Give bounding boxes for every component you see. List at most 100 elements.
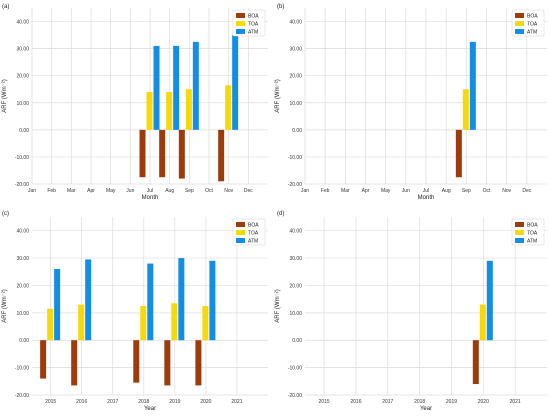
legend-swatch xyxy=(236,13,245,18)
legend-swatch xyxy=(236,29,245,34)
chart-panel-4: -20.00 -10.00 0.00 10.00 20.00 30.00 40.00 2015… xyxy=(275,211,547,412)
bar-toa xyxy=(479,304,486,341)
x-tick-label: Oct xyxy=(205,188,213,194)
y-tick-label: -10.00 xyxy=(288,155,302,161)
legend-label: BOA xyxy=(527,223,538,229)
y-tick-label: 10.00 xyxy=(289,101,302,107)
bar-atm xyxy=(469,41,476,130)
y-tick-label: 30.00 xyxy=(289,47,302,53)
bar-boa xyxy=(164,340,171,386)
x-tick-label: Dec xyxy=(244,188,253,194)
bar-toa xyxy=(78,304,85,341)
bar-toa xyxy=(462,89,469,130)
legend-swatch xyxy=(236,230,245,235)
y-tick-label: -10.00 xyxy=(15,366,29,372)
x-tick-label: Oct xyxy=(483,188,491,194)
x-tick-label: 2015 xyxy=(319,399,330,405)
x-tick-label: 2019 xyxy=(446,399,457,405)
y-tick-label: 40.00 xyxy=(289,229,302,235)
x-axis-label: Month xyxy=(418,195,435,201)
legend-label: BOA xyxy=(527,14,538,20)
x-axis-label: Year xyxy=(144,406,156,412)
panel-label: (a) xyxy=(2,4,9,10)
legend-label: TOA xyxy=(248,22,259,28)
y-tick-label: 10.00 xyxy=(289,311,302,317)
y-axis-label: ARF (Wm⁻²) xyxy=(2,289,8,323)
legend-swatch xyxy=(236,238,245,243)
y-tick-label: 0.00 xyxy=(19,128,29,134)
bar-toa xyxy=(225,85,232,130)
x-tick-label: 2021 xyxy=(510,399,521,405)
bar-boa xyxy=(71,340,78,386)
bar-toa xyxy=(166,91,173,130)
bar-atm xyxy=(173,45,180,130)
x-tick-label: Sep xyxy=(462,188,471,194)
bar-toa xyxy=(47,308,54,341)
bar-atm xyxy=(147,263,154,341)
x-tick-label: 2020 xyxy=(200,399,211,405)
y-tick-label: -20.00 xyxy=(15,182,29,188)
y-tick-label: -20.00 xyxy=(15,393,29,399)
x-tick-label: Jun xyxy=(402,188,410,194)
legend-label: ATM xyxy=(248,30,258,36)
x-tick-label: 2016 xyxy=(350,399,361,405)
legend-label: BOA xyxy=(248,223,259,229)
x-tick-label: 2017 xyxy=(107,399,118,405)
y-tick-label: 0.00 xyxy=(292,128,302,134)
bar-toa xyxy=(185,89,192,130)
y-tick-label: -20.00 xyxy=(288,182,302,188)
x-tick-label: Feb xyxy=(47,188,56,194)
bar-boa xyxy=(159,129,166,178)
legend-swatch xyxy=(515,13,524,18)
y-tick-label: -10.00 xyxy=(288,366,302,372)
x-axis-label: Month xyxy=(142,195,159,201)
y-tick-label: 30.00 xyxy=(289,256,302,262)
y-tick-label: 40.00 xyxy=(289,20,302,26)
x-tick-label: 2021 xyxy=(231,399,242,405)
x-tick-label: Jul xyxy=(423,188,429,194)
x-tick-label: May xyxy=(106,188,116,194)
bar-atm xyxy=(54,269,61,341)
x-tick-label: Apr xyxy=(362,188,370,194)
chart-panel-3: -20.00 -10.00 0.00 10.00 20.00 30.00 40.00 2015… xyxy=(2,211,268,412)
legend-swatch xyxy=(236,21,245,26)
bar-toa xyxy=(171,303,178,341)
x-tick-label: Jan xyxy=(28,188,36,194)
bar-boa xyxy=(133,340,140,383)
bar-boa xyxy=(195,340,202,386)
x-tick-label: Dec xyxy=(522,188,531,194)
x-tick-label: Sep xyxy=(185,188,194,194)
y-tick-label: 0.00 xyxy=(19,338,29,344)
legend-swatch xyxy=(515,21,524,26)
y-tick-label: 30.00 xyxy=(16,47,29,53)
bar-atm xyxy=(192,41,199,130)
bar-boa xyxy=(40,340,47,379)
x-tick-label: Aug xyxy=(442,188,451,194)
y-axis-label: ARF (Wm⁻²) xyxy=(275,79,281,113)
bar-toa xyxy=(202,306,209,341)
y-tick-label: 0.00 xyxy=(292,338,302,344)
panel-label: (d) xyxy=(277,211,284,217)
legend-label: ATM xyxy=(527,30,537,36)
bar-toa xyxy=(140,306,147,341)
x-tick-label: Mar xyxy=(67,188,76,194)
bar-atm xyxy=(486,260,493,341)
bar-boa xyxy=(455,129,462,178)
x-tick-label: Nov xyxy=(502,188,511,194)
y-tick-label: 30.00 xyxy=(16,256,29,262)
x-tick-label: Apr xyxy=(87,188,95,194)
x-tick-label: Jun xyxy=(126,188,134,194)
x-tick-label: 2017 xyxy=(382,399,393,405)
y-tick-label: 10.00 xyxy=(16,311,29,317)
y-tick-label: 10.00 xyxy=(16,101,29,107)
y-tick-label: 20.00 xyxy=(289,283,302,289)
x-tick-label: Mar xyxy=(341,188,350,194)
panel-label: (b) xyxy=(277,4,284,10)
x-tick-label: 2018 xyxy=(138,399,149,405)
legend-swatch xyxy=(515,222,524,227)
x-tick-label: May xyxy=(381,188,391,194)
legend-label: TOA xyxy=(527,22,538,28)
legend-swatch xyxy=(515,230,524,235)
x-tick-label: Aug xyxy=(165,188,174,194)
chart-panel-1: -20.00 -10.00 0.00 10.00 20.00 30.00 40.00 Jan F… xyxy=(2,4,268,201)
